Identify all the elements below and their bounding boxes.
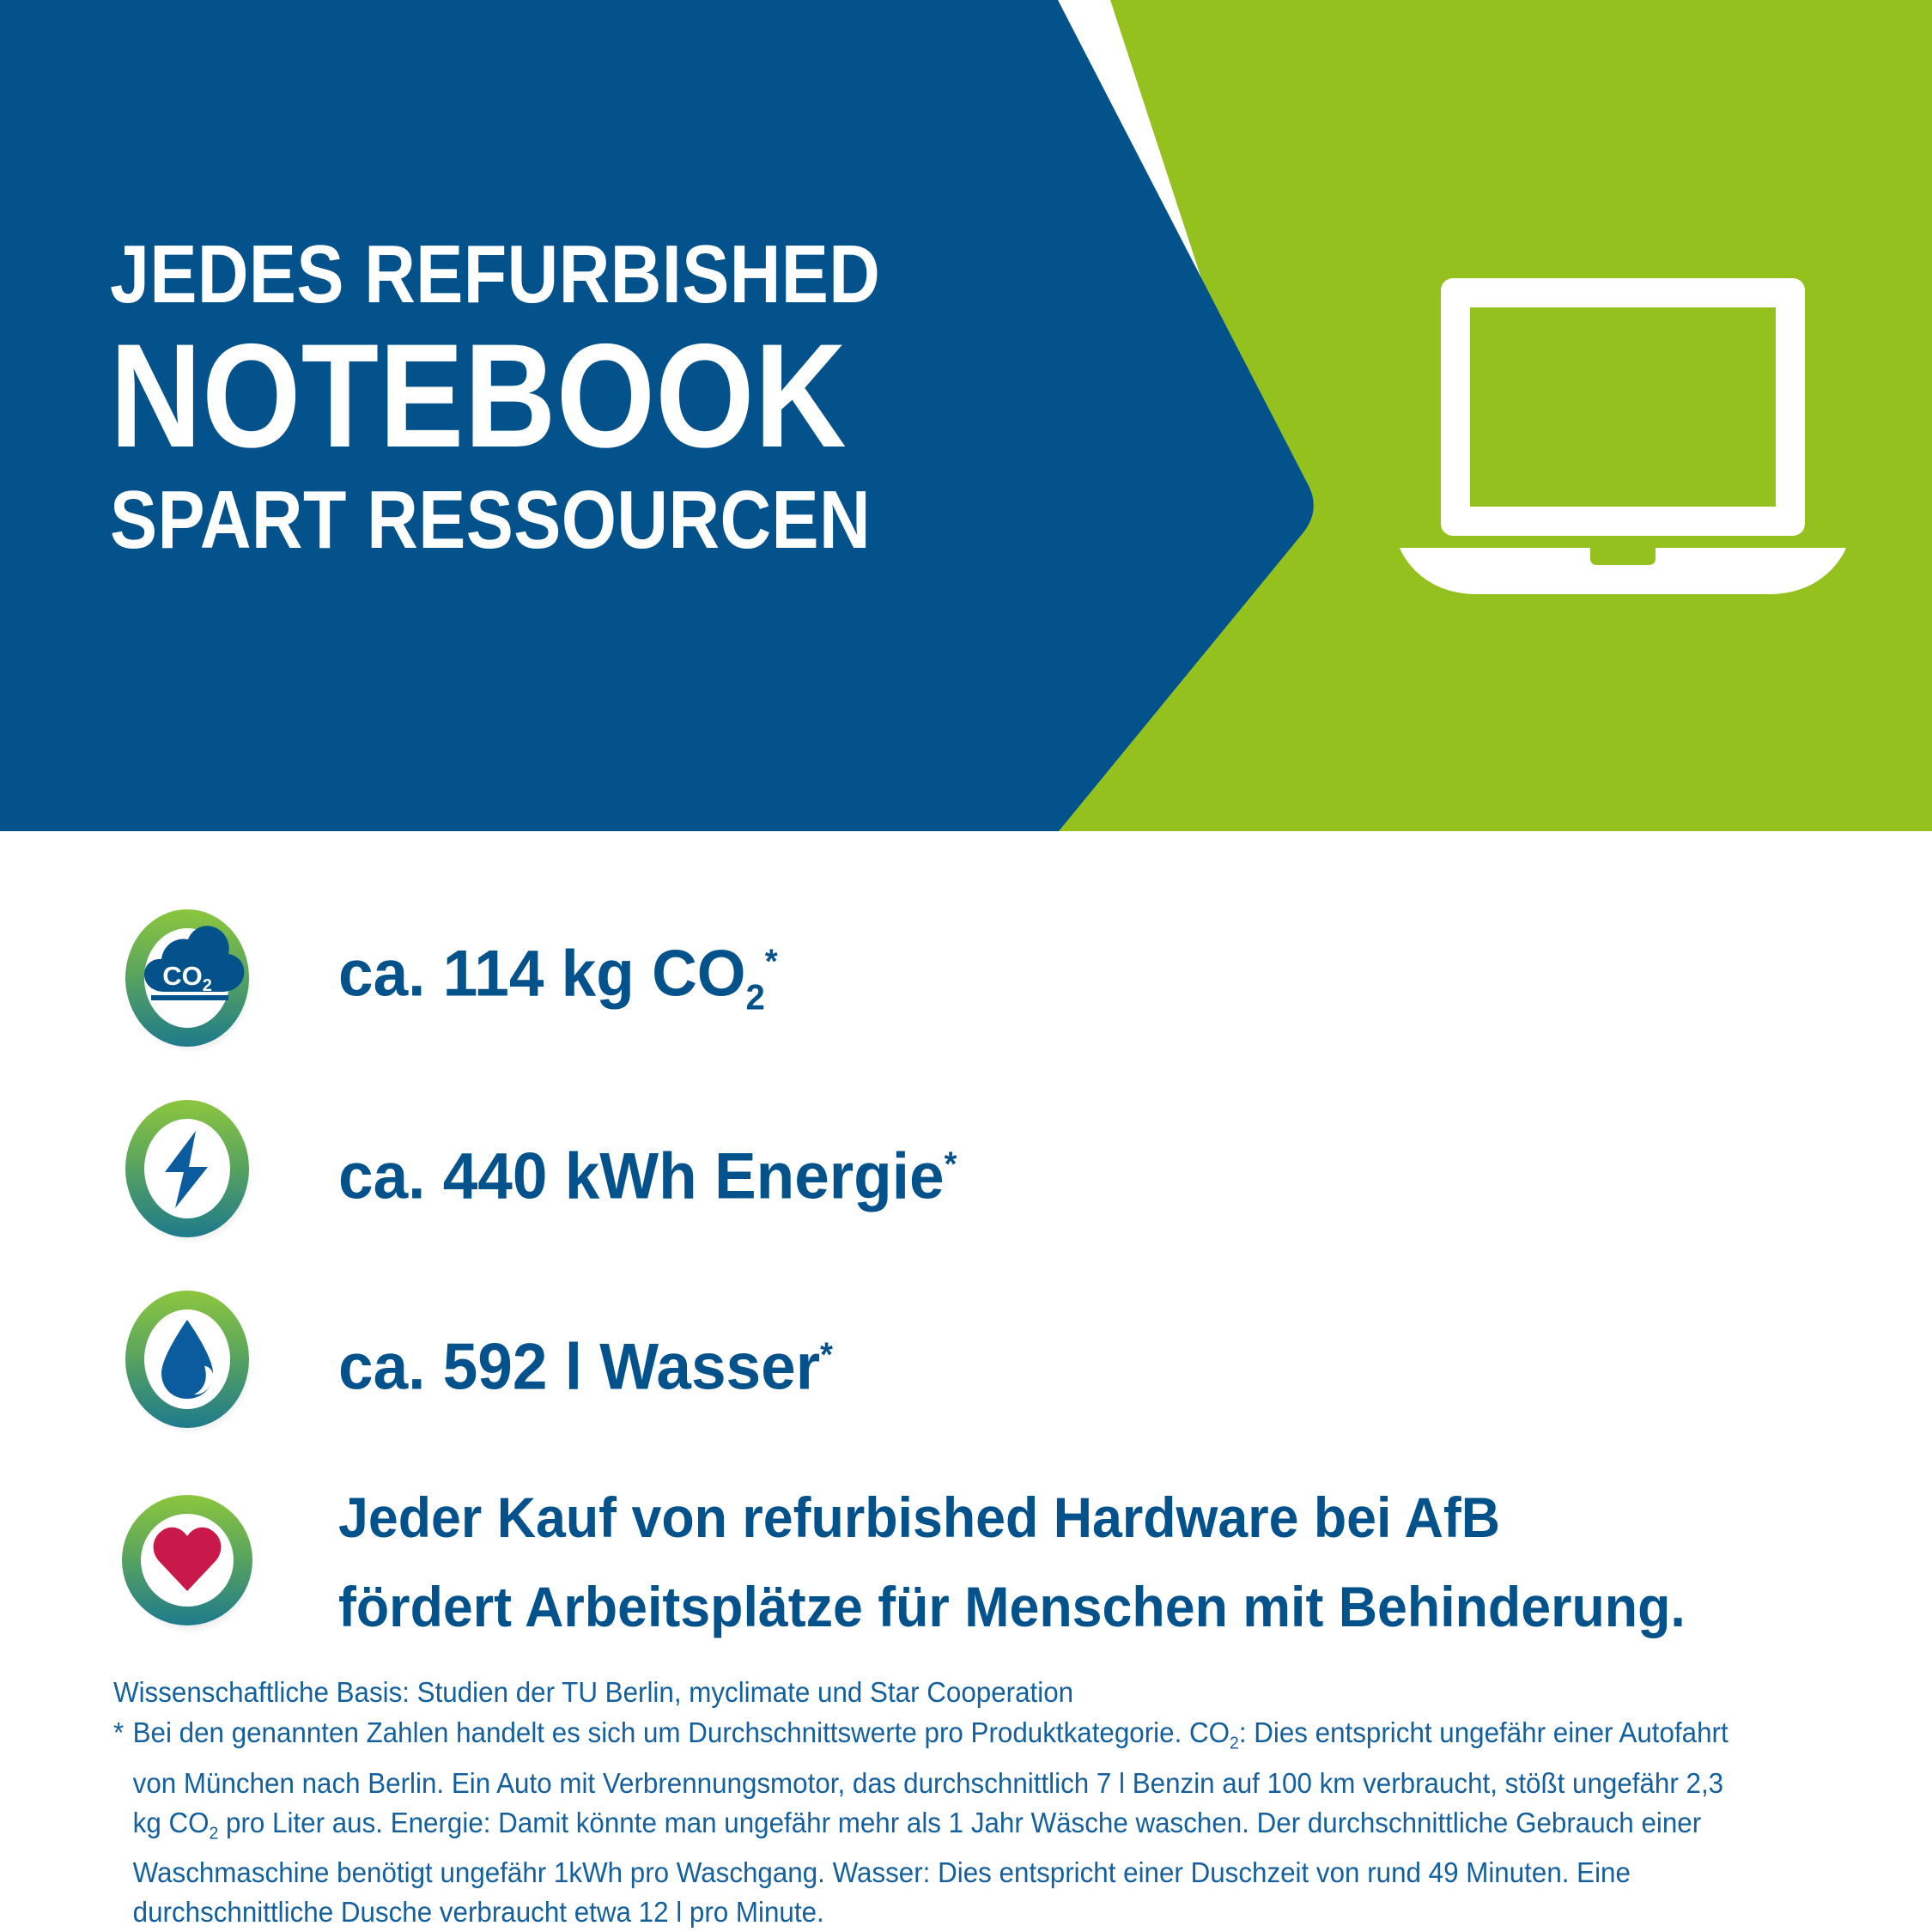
list-item: ca. 440 kWh Energie* [0,1075,1932,1266]
headline-line-1: JEDES REFURBISHED [110,228,881,320]
co2-value-label: ca. 114 kg CO2* [338,937,778,1018]
heart-badge [112,1485,266,1639]
footnote-basis: Wissenschaftliche Basis: Studien der TU … [113,1676,1074,1708]
list-item: CO2 ca. 114 kg CO2* [0,884,1932,1075]
list-item: ca. 592 l Wasser* [0,1266,1932,1456]
energy-badge [112,1093,266,1248]
energy-value-label: ca. 440 kWh Energie* [338,1139,957,1213]
water-drop-icon [125,1291,252,1435]
footnote-star-marker: * [113,1716,125,1748]
laptop-icon [1400,278,1846,594]
header-banner: JEDES REFURBISHED NOTEBOOK SPART RESSOUR… [0,0,1932,831]
benefits-list: CO2 ca. 114 kg CO2* [0,884,1932,1668]
footnote-star-body: Bei den genannten Zahlen handelt es sich… [132,1716,1728,1929]
water-value-label: ca. 592 l Wasser* [338,1330,833,1404]
co2-badge: CO2 [112,902,266,1057]
jobs-statement-line-2: fördert Arbeitsplätze für Menschen mit B… [338,1575,1686,1638]
headline-line-2: NOTEBOOK [110,313,848,478]
blue-chevron-panel [0,0,1314,831]
page-title: JEDES REFURBISHED NOTEBOOK SPART RESSOUR… [110,230,1089,567]
headline-line-3: SPART RESSOURCEN [110,474,872,566]
list-item: Jeder Kauf von refurbished Hardware bei … [0,1456,1932,1668]
footnotes: Wissenschaftliche Basis: Studien der TU … [113,1673,1745,1932]
footnote-asterisk: * Bei den genannten Zahlen handelt es si… [113,1713,1745,1932]
co2-cloud-icon: CO2 [125,909,252,1054]
heart-icon [122,1495,254,1634]
lightning-bolt-icon [125,1100,252,1244]
jobs-statement-line-1: Jeder Kauf von refurbished Hardware bei … [338,1485,1501,1549]
water-badge [112,1284,266,1438]
jobs-statement: Jeder Kauf von refurbished Hardware bei … [338,1473,1686,1651]
